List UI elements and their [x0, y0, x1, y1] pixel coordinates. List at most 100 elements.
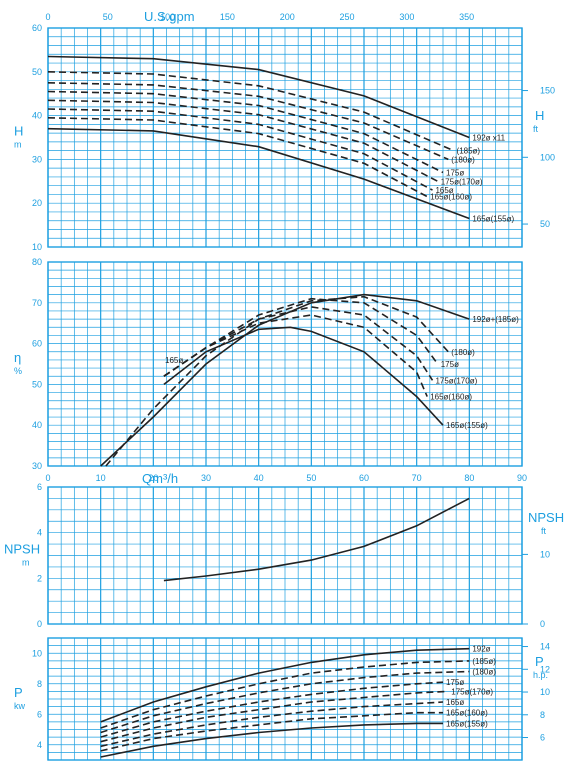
gpm-tick: 50 [103, 12, 113, 22]
npsh-frame [47, 486, 523, 625]
q-tick: 60 [359, 473, 369, 483]
power-right-tick: 12 [540, 664, 550, 674]
head-y-tick: 40 [32, 111, 42, 121]
gpm-tick: 200 [280, 12, 295, 22]
q-tick: 40 [254, 473, 264, 483]
power-right-tick: 10 [540, 687, 550, 697]
efficiency-y-tick: 50 [32, 379, 42, 389]
npsh-right-label-main: NPSH [528, 510, 564, 525]
efficiency-y-tick: 40 [32, 420, 42, 430]
q-tick: 20 [148, 473, 158, 483]
gpm-tick: 250 [340, 12, 355, 22]
head-grid [47, 27, 523, 248]
power-series-label: 165ø(155ø) [446, 719, 488, 728]
q-tick: 50 [306, 473, 316, 483]
q-tick: 70 [412, 473, 422, 483]
efficiency-panel: 192ø+(185ø) (180ø) 175ø 175ø(170ø) 165ø(160ø… [47, 261, 523, 467]
q-tick: 30 [201, 473, 211, 483]
power-right-label-main: P [535, 654, 544, 669]
power-curve [100, 701, 444, 748]
power-curve [100, 681, 444, 738]
head-curve [47, 99, 439, 183]
efficiency-series-label: 165ø(155ø) [446, 421, 488, 430]
head-curve [47, 71, 454, 152]
efficiency-y-tick: 70 [32, 298, 42, 308]
npsh-right-tick: 0 [540, 619, 545, 629]
power-curve [100, 690, 449, 743]
power-y-tick: 8 [37, 679, 42, 689]
gpm-tick: 350 [459, 12, 474, 22]
npsh-curve [163, 497, 470, 582]
head-y-tick: 20 [32, 198, 42, 208]
efficiency-annotation: 165ø [165, 356, 183, 365]
head-ylabel-unit: m [14, 140, 22, 150]
power-series-label: 175ø [446, 678, 464, 687]
efficiency-curve [105, 295, 449, 467]
power-series-label: 192ø [472, 645, 490, 654]
head-curve [47, 90, 444, 174]
efficiency-y-tick: 80 [32, 257, 42, 267]
efficiency-y-tick: 30 [32, 461, 42, 471]
head-panel: 192ø x11(185ø)(180ø)175ø175ø(170ø)165ø16… [47, 27, 523, 248]
gpm-axis-title: U.S.gpm [144, 9, 195, 24]
power-y-tick: 6 [37, 709, 42, 719]
efficiency-grid [47, 261, 523, 467]
head-right-tick: 100 [540, 152, 555, 162]
efficiency-series-label: (180ø) [451, 348, 475, 357]
power-curve [100, 647, 470, 723]
power-right-label-unit: h.p. [533, 670, 548, 680]
head-y-tick: 30 [32, 154, 42, 164]
gpm-tick: 0 [45, 12, 50, 22]
head-series-label: 165ø(160ø) [430, 193, 472, 202]
npsh-ylabel-unit: m [22, 558, 30, 568]
head-series-label: (185ø) [457, 147, 481, 156]
head-y-tick: 50 [32, 67, 42, 77]
power-curve [100, 670, 470, 734]
q-axis-title: Qm³/h [142, 471, 178, 486]
head-ylabel-main: H [14, 124, 23, 139]
head-series-label: 175ø(170ø) [441, 177, 483, 186]
power-series-label: (180ø) [472, 668, 496, 677]
head-right-tick: 50 [540, 219, 550, 229]
power-series-label: 165ø(160ø) [446, 709, 488, 718]
head-curve [47, 127, 470, 220]
npsh-y-tick: 6 [37, 482, 42, 492]
power-curve [100, 722, 443, 758]
head-series-label: 175ø [446, 169, 464, 178]
efficiency-series-label: 192ø+(185ø) [472, 315, 519, 324]
head-frame [47, 27, 523, 248]
gpm-tick: 300 [399, 12, 414, 22]
power-y-tick: 4 [37, 740, 42, 750]
npsh-y-tick: 0 [37, 619, 42, 629]
efficiency-ylabel-unit: % [14, 366, 22, 376]
efficiency-series-label: 175ø(170ø) [435, 376, 477, 385]
power-ylabel-unit: kw [14, 701, 26, 711]
power-right-tick: 14 [540, 642, 550, 652]
npsh-panel [47, 486, 523, 625]
head-curve [47, 108, 433, 191]
efficiency-frame [47, 261, 523, 467]
efficiency-series-label: 165ø(160ø) [430, 393, 472, 402]
head-right-label-unit: ft [533, 124, 539, 134]
npsh-y-tick: 4 [37, 528, 42, 538]
power-right-tick: 8 [540, 710, 545, 720]
gpm-tick: 100 [160, 12, 175, 22]
head-series-label: 192ø x11 [472, 134, 505, 143]
head-curve [47, 82, 449, 161]
npsh-ylabel-main: NPSH [4, 542, 40, 557]
head-right-label-main: H [535, 108, 544, 123]
head-series-label: 165ø(155ø) [472, 215, 514, 224]
head-y-tick: 60 [32, 23, 42, 33]
head-curve [47, 117, 428, 198]
q-tick: 10 [96, 473, 106, 483]
npsh-y-tick: 2 [37, 573, 42, 583]
power-series-label: 175ø(170ø) [451, 687, 493, 696]
q-tick: 0 [45, 473, 50, 483]
efficiency-series-label: 175ø [441, 360, 459, 369]
power-y-tick: 10 [32, 648, 42, 658]
q-tick: 90 [517, 473, 527, 483]
efficiency-y-tick: 60 [32, 339, 42, 349]
efficiency-curve [100, 293, 470, 467]
head-series-label: 165ø [435, 186, 453, 195]
